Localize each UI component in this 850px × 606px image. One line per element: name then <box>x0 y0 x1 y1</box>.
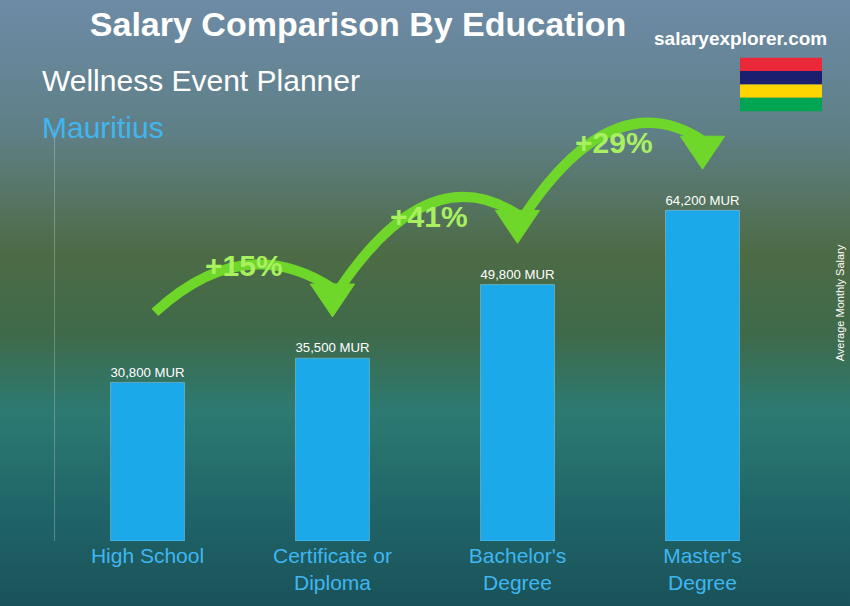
svg-text:Average Monthly Salary: Average Monthly Salary <box>834 244 846 361</box>
svg-text:Mauritius: Mauritius <box>42 111 164 144</box>
svg-text:+41%: +41% <box>390 200 468 233</box>
svg-text:+15%: +15% <box>205 249 283 282</box>
svg-text:Salary Comparison By Education: Salary Comparison By Education <box>90 5 627 43</box>
svg-text:salaryexplorer.com: salaryexplorer.com <box>654 28 827 49</box>
svg-text:64,200 MUR: 64,200 MUR <box>666 193 740 208</box>
svg-text:49,800 MUR: 49,800 MUR <box>481 267 555 282</box>
svg-text:30,800 MUR: 30,800 MUR <box>111 365 185 380</box>
svg-text:Bachelor'sDegree: Bachelor'sDegree <box>469 544 566 594</box>
svg-text:Master'sDegree: Master'sDegree <box>663 544 742 594</box>
svg-text:Wellness Event Planner: Wellness Event Planner <box>42 64 360 97</box>
svg-text:+29%: +29% <box>575 126 653 159</box>
svg-text:High School: High School <box>91 544 204 567</box>
svg-text:Certificate orDiploma: Certificate orDiploma <box>273 544 392 594</box>
svg-text:35,500 MUR: 35,500 MUR <box>296 340 370 355</box>
